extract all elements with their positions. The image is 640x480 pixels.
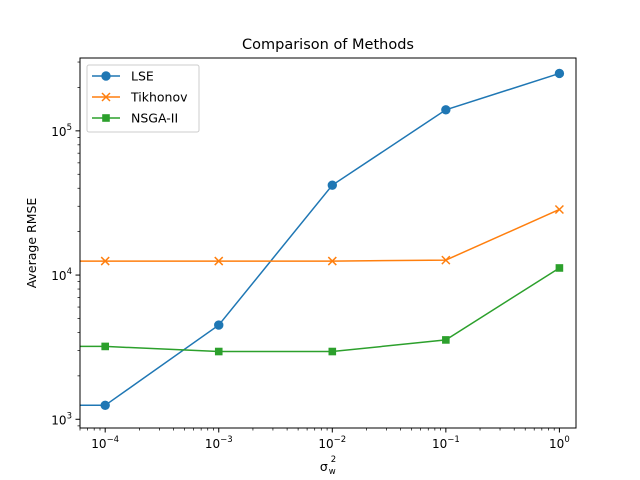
legend-label-tikhonov: Tikhonov <box>130 90 188 105</box>
x-tick-label-0: 10−4 <box>91 435 119 451</box>
legend-label-nsga-ii: NSGA-II <box>131 111 178 126</box>
x-tick-label-1: 10−3 <box>205 435 233 451</box>
data-point-tikhonov-1 <box>214 256 224 266</box>
y-tick-label-0: 103 <box>51 411 72 427</box>
legend: LSE Tikhonov NSGA-II <box>86 64 200 133</box>
data-point-lse-1 <box>214 320 224 330</box>
x-axis-label-base: σ <box>320 459 328 474</box>
legend-item-lse: LSE <box>92 69 154 84</box>
data-point-tikhonov-4 <box>554 204 564 214</box>
series-line-nsga-ii <box>80 267 560 353</box>
legend-label-lse: LSE <box>131 69 154 84</box>
x-axis-label: σw 2 <box>320 455 336 477</box>
series-lse <box>80 68 565 411</box>
x-axis-label-sup: 2 <box>331 455 336 465</box>
legend-marker-nsga-ii <box>102 114 110 122</box>
data-point-nsga-ii-2 <box>328 347 337 356</box>
x-axis-label-sub: w <box>329 467 336 477</box>
ticks-layer: 10−4 10−3 10−2 10−1 100 103 104 105 <box>51 61 570 451</box>
data-point-tikhonov-2 <box>327 256 337 266</box>
legend-marker-lse <box>101 71 111 81</box>
y-axis-label: Average RMSE <box>24 198 39 289</box>
data-point-lse-0 <box>100 400 110 411</box>
data-point-lse-2 <box>327 180 337 190</box>
legend-box <box>86 64 200 133</box>
data-point-nsga-ii-1 <box>214 347 223 356</box>
data-point-tikhonov-0 <box>100 256 110 266</box>
legend-item-tikhonov: Tikhonov <box>92 90 188 105</box>
data-point-lse-3 <box>441 105 451 115</box>
data-point-nsga-ii-3 <box>442 336 450 344</box>
data-point-tikhonov-3 <box>441 255 451 265</box>
data-point-nsga-ii-4 <box>555 264 564 272</box>
y-tick-label-1: 104 <box>51 267 72 283</box>
x-tick-label-3: 10−1 <box>432 435 460 451</box>
series-layer <box>80 68 565 411</box>
data-point-lse-4 <box>554 68 565 79</box>
x-tick-label-2: 10−2 <box>318 435 346 451</box>
data-point-nsga-ii-0 <box>101 342 109 351</box>
series-nsga-ii <box>80 264 564 356</box>
y-tick-label-2: 105 <box>51 123 72 139</box>
chart-title: Comparison of Methods <box>242 37 414 53</box>
legend-marker-tikhonov <box>101 92 111 102</box>
series-tikhonov <box>80 204 564 266</box>
legend-item-nsga-ii: NSGA-II <box>92 111 178 126</box>
series-line-tikhonov <box>80 208 560 262</box>
x-tick-label-4: 100 <box>549 435 570 451</box>
plot-frame <box>79 57 577 429</box>
